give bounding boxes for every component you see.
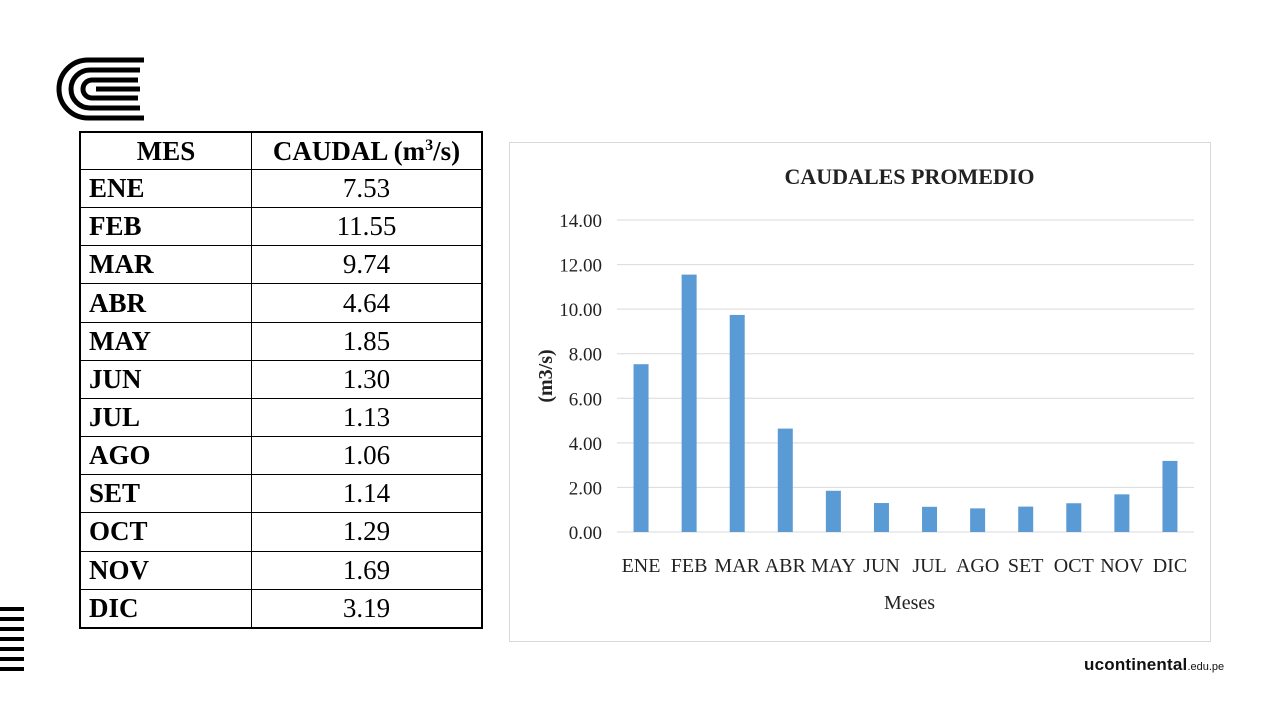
table-row: NOV 1.69 (79, 550, 483, 590)
y-tick-label: 6.00 (569, 389, 602, 410)
bar (681, 274, 697, 532)
cell-flow: 1.13 (251, 397, 483, 438)
x-tick-label: MAR (714, 555, 760, 577)
bar (777, 428, 793, 532)
cell-month: ENE (79, 168, 252, 209)
brand-name: ucontinental (1084, 655, 1188, 674)
flow-data-table: MES CAUDAL (m3/s) ENE 7.53 FEB 11.55 MAR 9.74… (79, 131, 483, 629)
table-row: MAY 1.85 (79, 321, 483, 361)
cell-month: JUL (79, 397, 252, 438)
bar (970, 508, 986, 532)
x-tick-label: AGO (956, 555, 999, 577)
cell-month: SET (79, 474, 252, 514)
x-tick-label: FEB (671, 555, 708, 577)
x-tick-label: OCT (1054, 555, 1094, 577)
bar (1018, 506, 1034, 532)
bar (1162, 460, 1178, 532)
cell-month: NOV (79, 550, 252, 590)
cell-flow: 4.64 (251, 283, 483, 323)
cell-month: MAY (79, 321, 252, 361)
cell-month: DIC (79, 588, 252, 629)
x-tick-label: JUL (912, 555, 946, 577)
y-tick-label: 8.00 (569, 345, 602, 366)
x-tick-label: ENE (622, 555, 661, 577)
cell-flow: 1.85 (251, 321, 483, 361)
cell-month: FEB (79, 207, 252, 247)
x-tick-label: SET (1008, 555, 1044, 577)
table-row: JUN 1.30 (79, 359, 483, 399)
bar (1114, 494, 1130, 532)
table-header-row: MES CAUDAL (m3/s) (79, 131, 483, 170)
bar-chart: CAUDALES PROMEDIO 0.00 2.00 4.00 6.00 8.00 10.… (535, 164, 1194, 614)
header-flow: CAUDAL (m3/s) (251, 131, 483, 170)
x-tick-label: DIC (1153, 555, 1187, 577)
header-month: MES (79, 131, 252, 170)
cell-flow: 3.19 (251, 588, 483, 629)
table-row: SET 1.14 (79, 474, 483, 514)
y-tick-label: 10.00 (559, 300, 602, 321)
cell-month: JUN (79, 359, 252, 399)
x-tick-label: ABR (765, 555, 807, 577)
y-tick-label: 2.00 (569, 478, 602, 499)
x-tick-label: MAY (811, 555, 856, 577)
bar (873, 503, 889, 532)
y-tick-label: 0.00 (569, 523, 602, 544)
table-row: DIC 3.19 (79, 588, 483, 629)
table-row: ENE 7.53 (79, 168, 483, 209)
cell-flow: 1.29 (251, 512, 483, 552)
cell-month: OCT (79, 512, 252, 552)
decorative-bars-icon (0, 607, 26, 682)
chart-title: CAUDALES PROMEDIO (785, 164, 1035, 189)
cell-month: ABR (79, 283, 252, 323)
table-row: JUL 1.13 (79, 397, 483, 438)
bar (729, 314, 745, 532)
cell-flow: 1.06 (251, 436, 483, 476)
cell-flow: 7.53 (251, 168, 483, 209)
cell-flow: 11.55 (251, 207, 483, 247)
bar (633, 364, 649, 532)
flow-chart: CAUDALES PROMEDIO 0.00 2.00 4.00 6.00 8.00 10.… (509, 142, 1211, 642)
cell-flow: 1.30 (251, 359, 483, 399)
y-axis-title: (m3/s) (535, 349, 557, 402)
brand-domain: .edu.pe (1187, 661, 1225, 673)
bar (1066, 503, 1082, 532)
table-row: FEB 11.55 (79, 207, 483, 247)
x-tick-label: JUN (863, 555, 900, 577)
y-tick-label: 12.00 (559, 256, 602, 277)
x-tick-label: NOV (1100, 555, 1144, 577)
x-axis-title: Meses (884, 592, 935, 614)
cell-flow: 1.69 (251, 550, 483, 590)
continental-logo (56, 56, 148, 127)
flow-table: MES CAUDAL (m3/s) ENE 7.53 FEB 11.55 MAR 9.74… (79, 131, 483, 629)
table-row: ABR 4.64 (79, 283, 483, 323)
y-tick-label: 4.00 (569, 434, 602, 455)
cell-month: AGO (79, 436, 252, 476)
brand-wordmark: ucontinental.edu.pe (1084, 655, 1224, 675)
bar (922, 506, 938, 532)
bar (825, 490, 841, 532)
cell-flow: 1.14 (251, 474, 483, 514)
table-row: OCT 1.29 (79, 512, 483, 552)
cell-flow: 9.74 (251, 245, 483, 285)
y-tick-label: 14.00 (559, 211, 602, 232)
table-row: AGO 1.06 (79, 436, 483, 476)
table-row: MAR 9.74 (79, 245, 483, 285)
cell-month: MAR (79, 245, 252, 285)
